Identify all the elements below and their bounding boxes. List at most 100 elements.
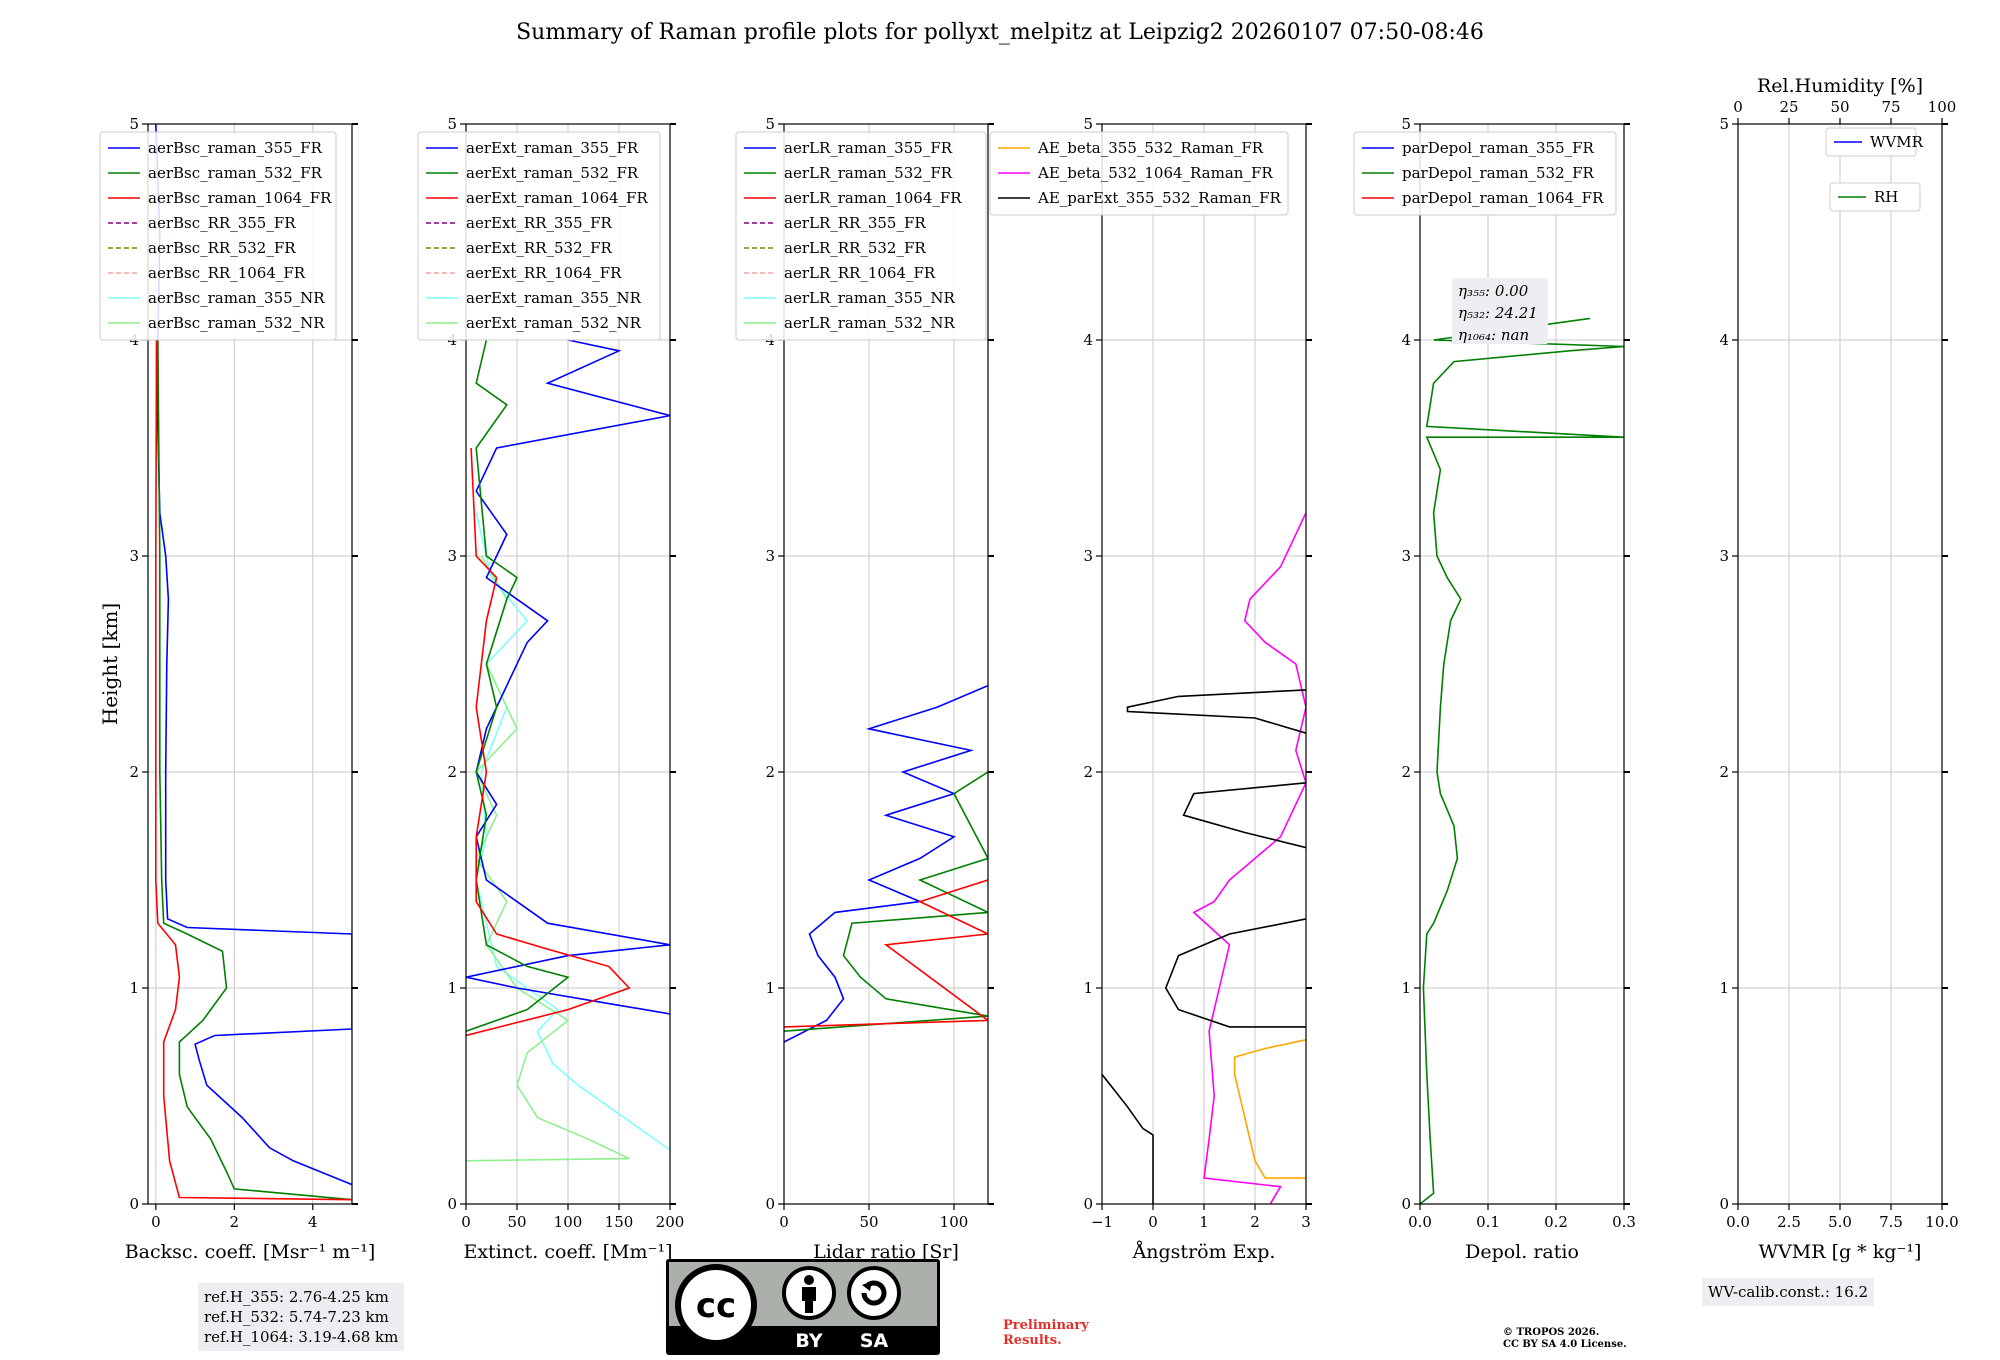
legend-label: aerExt_raman_355_FR (466, 139, 639, 157)
top-x-tick-label: 50 (1830, 98, 1849, 116)
figure-title: Summary of Raman profile plots for polly… (516, 20, 1484, 45)
x-tick-label: 1 (1199, 1213, 1209, 1231)
copyright-note: © TROPOS 2026. CC BY SA 4.0 License. (1503, 1327, 1627, 1351)
y-tick-label: 1 (129, 979, 139, 997)
legend-box (735, 131, 987, 341)
x-tick-label: 100 (940, 1213, 969, 1231)
x-tick-label: 0.0 (1726, 1213, 1750, 1231)
top-x-tick-label: 100 (1928, 98, 1957, 116)
y-tick-label: 5 (1719, 115, 1729, 133)
legend-label: RH (1874, 188, 1898, 206)
y-tick-label: 0 (129, 1195, 139, 1213)
series-group (155, 124, 352, 1201)
legend-label: aerLR_raman_355_FR (784, 139, 953, 157)
cc-circle-icon (675, 1264, 757, 1346)
y-tick-label: 5 (447, 115, 457, 133)
x-tick-label: 150 (605, 1213, 634, 1231)
series-line-aerLR_raman_532_FR (784, 771, 988, 1032)
y-tick-label: 5 (1401, 115, 1411, 133)
legend-label: aerLR_RR_355_FR (784, 214, 926, 232)
legend-box (1829, 182, 1921, 212)
x-tick-label: 100 (554, 1213, 583, 1231)
legend-label: aerExt_raman_532_NR (466, 314, 642, 332)
series-line-aerBsc_raman_532_FR (157, 339, 352, 1201)
legend-label: aerExt_RR_532_FR (466, 239, 613, 257)
series-line-AE_parExt_355_532_Raman_FR (1126, 689, 1306, 734)
ref-height-532: ref.H_532: 5.74-7.23 km (204, 1308, 389, 1326)
x-tick-label: 0.2 (1544, 1213, 1568, 1231)
series-line-aerExt_raman_532_NR (466, 555, 630, 1162)
annotation-box (1452, 278, 1548, 344)
panel-depolarization: 0 1 2 3 4 5 0.0 0.1 0.2 0.3 Depol. ratio parDepol_r… (1353, 115, 1636, 1263)
series-line-aerExt_raman_355_NR (475, 512, 670, 1151)
legend-label: aerExt_RR_355_FR (466, 214, 613, 232)
y-tick-label: 3 (1401, 547, 1411, 565)
panel-extinction: 012345050100150200Extinct. coeff. [Mm⁻¹]… (417, 115, 684, 1263)
legend-label: aerExt_raman_532_FR (466, 164, 639, 182)
wv-calibration-box: WV-calib.const.: 16.2 (1702, 1278, 1875, 1306)
eta-label: η₅₃₂: 24.21 (1458, 304, 1538, 322)
legend-label: aerLR_RR_1064_FR (784, 264, 936, 282)
legend-label: aerBsc_RR_355_FR (148, 214, 296, 232)
legend: aerBsc_raman_355_FR aerBsc_raman_532_FRae… (99, 131, 337, 341)
series-line-aerLR_raman_355_FR (784, 684, 988, 1043)
legend-label: AE_beta_532_1064_Raman_FR (1037, 164, 1273, 182)
x-axis-label: Depol. ratio (1465, 1241, 1579, 1263)
series-line-aerExt_raman_532_FR (466, 339, 570, 1032)
y-tick-label: 0 (1083, 1195, 1093, 1213)
legend-entry: RH (1829, 182, 1921, 212)
x-tick-label: 2 (1250, 1213, 1260, 1231)
legend-label: aerLR_RR_532_FR (784, 239, 926, 257)
y-tick-label: 1 (1083, 979, 1093, 997)
y-tick-label: 4 (1719, 331, 1729, 349)
x-tick-label: 10.0 (1925, 1213, 1958, 1231)
y-tick-label: 1 (447, 979, 457, 997)
legend-label: parDepol_raman_1064_FR (1402, 189, 1604, 207)
series-line-parDepol_raman_532_FR (1420, 317, 1624, 1204)
x-tick-label: 50 (507, 1213, 526, 1231)
legend-label: aerLR_raman_532_FR (784, 164, 953, 182)
x-tick-label: 50 (859, 1213, 878, 1231)
x-tick-label: 0.0 (1408, 1213, 1432, 1231)
y-tick-label: 5 (765, 115, 775, 133)
legend: aerLR_raman_355_FR aerLR_raman_532_FR aerL… (735, 131, 987, 341)
top-x-tick-label: 25 (1779, 98, 1798, 116)
y-tick-label: 2 (1083, 763, 1093, 781)
panel-wvmr_rh: 0 25 50 75 100 Rel.Humidity [%] 0 1 2 3 4 5 0.0 2.5 5.… (1719, 75, 1958, 1263)
legend-label: aerExt_raman_355_NR (466, 289, 642, 307)
series-group (1102, 512, 1306, 1204)
legend: parDepol_raman_355_FR parDepol_raman_532_… (1353, 131, 1617, 216)
legend-box (1353, 131, 1617, 216)
copyright-line-2: CC BY SA 4.0 License. (1503, 1339, 1627, 1350)
series-line-AE_beta_355_532_Raman_FR (1233, 1039, 1306, 1179)
ref-height-355: ref.H_355: 2.76-4.25 km (204, 1288, 389, 1306)
legend-label: aerExt_raman_1064_FR (466, 189, 648, 207)
series-line-AE_parExt_355_532_Raman_FR (1164, 918, 1306, 1028)
y-tick-label: 5 (1083, 115, 1093, 133)
x-axis-label: Extinct. coeff. [Mm⁻¹] (463, 1241, 672, 1263)
y-tick-label: 0 (765, 1195, 775, 1213)
y-tick-label: 2 (765, 763, 775, 781)
series-line-aerExt_raman_355_FR (466, 339, 670, 1015)
legend-box (99, 131, 337, 341)
y-tick-label: 0 (1719, 1195, 1729, 1213)
attribution-person-icon (782, 1266, 836, 1320)
legend-label: aerLR_raman_532_NR (784, 314, 955, 332)
x-tick-label: 3 (1301, 1213, 1311, 1231)
plot-frame (147, 123, 353, 1205)
x-axis-label: Lidar ratio [Sr] (813, 1241, 959, 1263)
sa-label: SA (860, 1330, 889, 1352)
y-tick-label: 2 (129, 763, 139, 781)
y-tick-label: 2 (1719, 763, 1729, 781)
panel-lidar_ratio: 012345050100Lidar ratio [Sr]aerLR_raman_… (735, 115, 994, 1263)
series-line-AE_parExt_355_532_Raman_FR (1182, 782, 1306, 849)
x-tick-label: 0 (779, 1213, 789, 1231)
eta-label: η₃₅₅: 0.00 (1458, 282, 1529, 300)
eta-label: η₁₀₆₄: nan (1458, 326, 1529, 344)
legend: AE_beta_355_532_Raman_FR AE_beta_532_1064… (989, 131, 1289, 216)
panel-backscatter: 012345024Backsc. coeff. [Msr⁻¹ m⁻¹]aerBs… (99, 115, 375, 1263)
legend-label: aerBsc_raman_532_FR (148, 164, 323, 182)
legend-label: aerBsc_raman_1064_FR (148, 189, 332, 207)
y-tick-label: 1 (765, 979, 775, 997)
